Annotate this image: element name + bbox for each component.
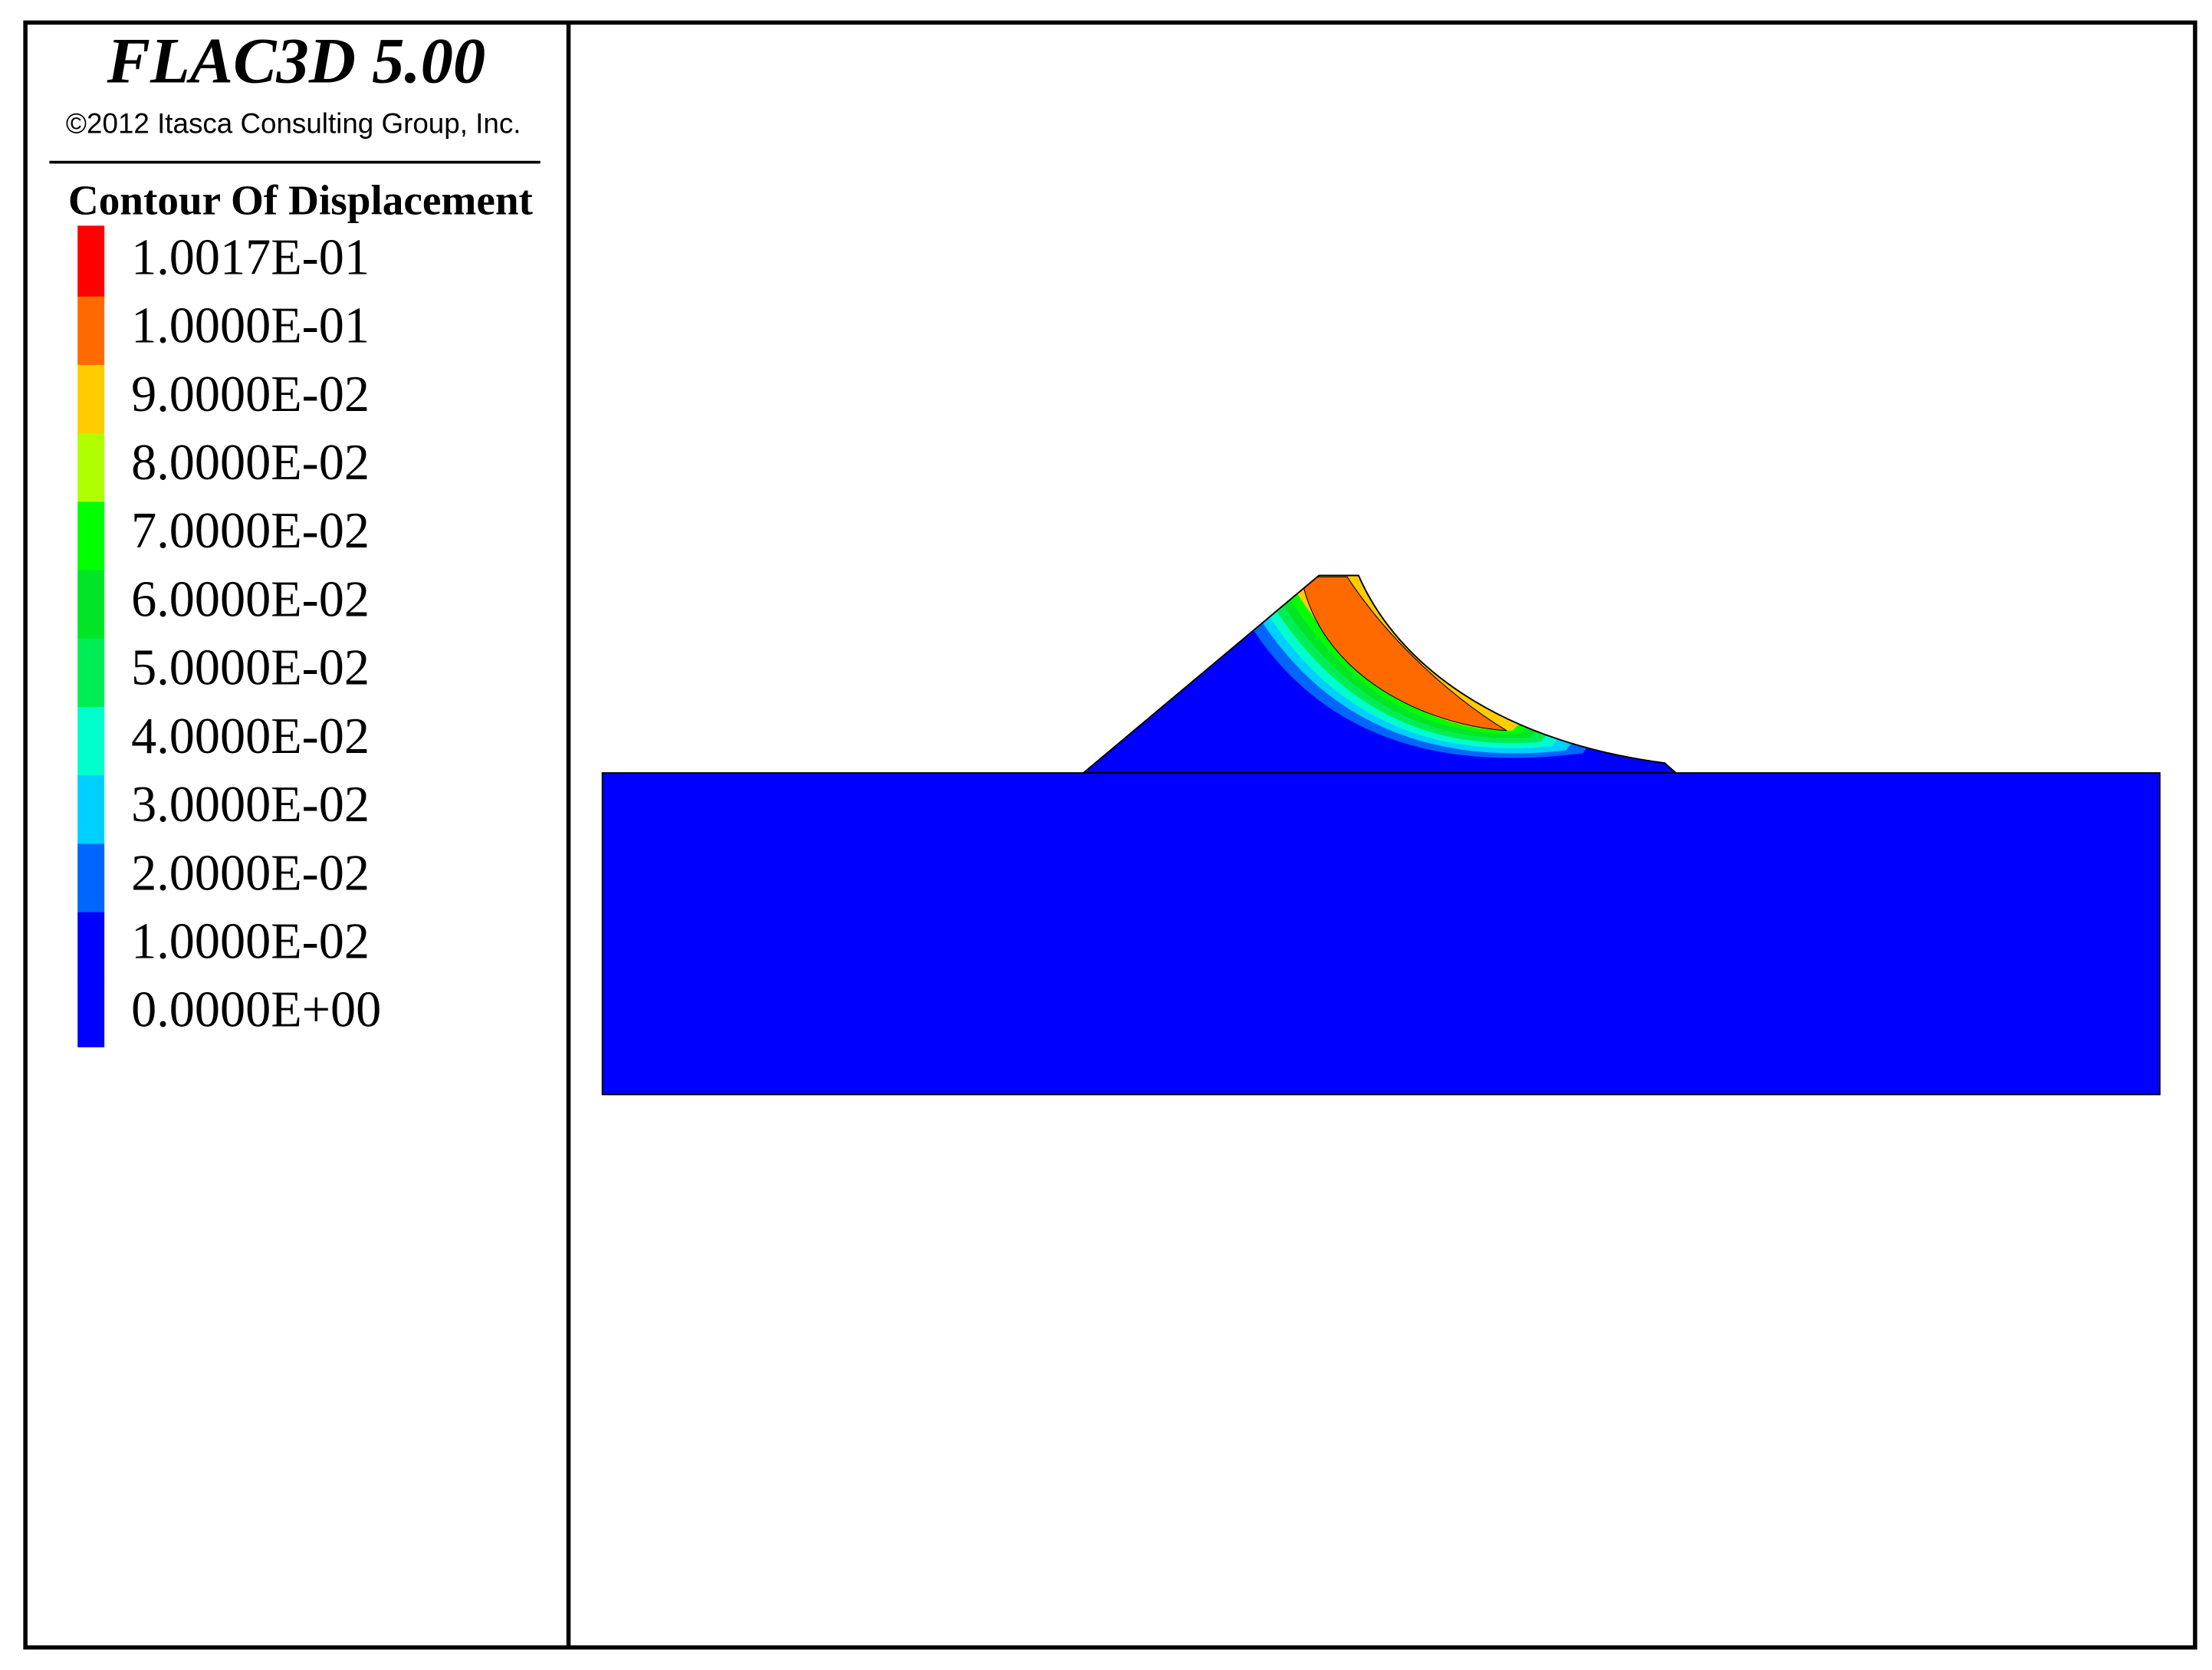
legend-label: 1.0000E-01 [131, 298, 370, 354]
legend-swatch [77, 225, 105, 298]
legend-swatch [77, 980, 105, 1047]
legend-swatch [77, 707, 105, 777]
contour-band [1303, 576, 1507, 731]
legend-label: 1.0017E-01 [131, 229, 370, 285]
embankment-outline [1083, 574, 1677, 774]
legend-swatch [77, 912, 105, 981]
foundation [602, 773, 2160, 1095]
legend-label: 5.0000E-02 [131, 640, 370, 696]
legend-swatch [77, 843, 105, 913]
legend-label: 7.0000E-02 [131, 503, 370, 559]
title: FLAC3D 5.00 [107, 26, 486, 97]
legend-label: 0.0000E+00 [131, 982, 381, 1038]
legend-label: 1.0000E-02 [131, 914, 370, 970]
copyright: ©2012 Itasca Consulting Group, Inc. [66, 107, 521, 139]
legend-swatch [77, 775, 105, 845]
legend-swatch [77, 296, 105, 366]
legend-swatch [77, 501, 105, 571]
foundation-outline [601, 772, 2161, 1096]
legend-label: 6.0000E-02 [131, 571, 370, 627]
legend-swatch [77, 433, 105, 503]
legend-title: Contour Of Displacement [68, 176, 534, 223]
legend-label: 8.0000E-02 [131, 435, 370, 491]
legend: 1.0017E-01 1.0000E-01 9.0000E-02 8.0000E-02… [77, 225, 381, 1047]
legend-label: 2.0000E-02 [131, 845, 370, 901]
legend-label: 3.0000E-02 [131, 777, 370, 833]
legend-swatch [77, 570, 105, 639]
legend-swatch [77, 638, 105, 708]
legend-label: 9.0000E-02 [131, 367, 370, 422]
legend-swatch [77, 364, 105, 435]
legend-label: 4.0000E-02 [131, 708, 370, 764]
